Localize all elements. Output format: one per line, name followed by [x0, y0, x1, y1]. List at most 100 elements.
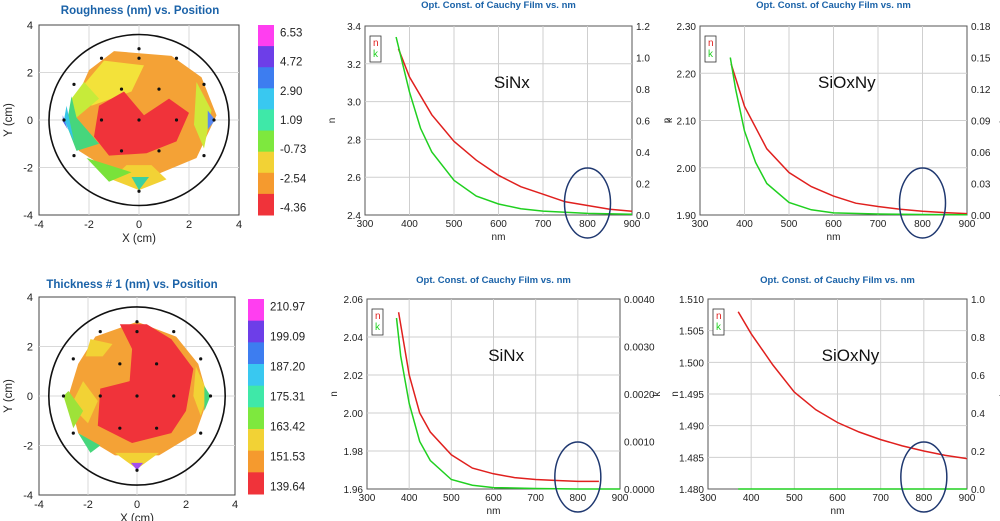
contour-zone: [114, 452, 160, 470]
x-tick-label: 600: [485, 493, 502, 504]
colorbar-label: -4.36: [280, 203, 306, 215]
x-tick-label: 500: [443, 493, 460, 504]
y2-tick-label: 0.00: [971, 211, 991, 222]
series-line-n: [737, 311, 968, 460]
series-line-k: [395, 317, 620, 490]
y-tick-label: 2.00: [344, 409, 364, 420]
measure-point: [137, 189, 141, 193]
y2-tick-label: 0.12: [971, 85, 991, 96]
x-tick-label: 400: [743, 493, 760, 504]
colorbar-swatch: [258, 67, 274, 89]
highlight-ellipse: [900, 441, 948, 513]
y2-tick-label: 0.0000: [624, 485, 655, 496]
legend-box: [704, 35, 717, 63]
measure-point: [135, 394, 139, 398]
colorbar-label: 163.42: [270, 422, 305, 434]
y2-tick-label: 0.15: [971, 54, 991, 65]
contour-zone: [66, 96, 99, 151]
legend-entry: k: [716, 322, 722, 333]
measure-point: [212, 118, 216, 122]
colorbar-swatch: [248, 407, 264, 430]
colorbar-swatch: [258, 46, 274, 68]
contour-zone: [85, 339, 113, 357]
x-tick-label: 900: [959, 219, 976, 230]
measure-point: [199, 357, 203, 361]
colorbar-swatch: [248, 299, 264, 322]
colorbar-label: -0.73: [280, 144, 306, 156]
legend-entry: k: [708, 49, 714, 60]
measure-point: [137, 47, 141, 51]
contour-zone: [71, 82, 99, 118]
chart-title: Opt. Const. of Cauchy Film vs. nm: [416, 275, 571, 286]
y-tick-label: 2.10: [677, 117, 697, 128]
colorbar-swatch: [258, 88, 274, 110]
chart-title: Opt. Const. of Cauchy Film vs. nm: [421, 0, 576, 11]
y-tick-label: 2.20: [677, 69, 697, 80]
y-tick-label: 0: [27, 391, 33, 403]
y2-tick-label: 0.0020: [624, 390, 655, 401]
series-line-n: [397, 48, 633, 212]
colorbar-swatch: [258, 193, 274, 216]
y-axis-label: n: [327, 118, 338, 124]
chart-title: Opt. Const. of Cauchy Film vs. nm: [756, 0, 911, 11]
x-axis-label: X (cm): [122, 233, 156, 245]
measure-point: [71, 357, 75, 361]
x-tick-label: 900: [959, 493, 976, 504]
y-tick-label: -4: [23, 490, 33, 502]
y2-tick-label: 0.0030: [624, 343, 655, 354]
y2-tick-label: 0.0: [636, 211, 650, 222]
y-tick-label: 2.04: [344, 333, 364, 344]
contour-zone: [97, 324, 194, 444]
y2-tick-label: 0.2: [636, 180, 650, 191]
highlight-ellipse: [554, 441, 602, 513]
y-tick-label: 1.98: [344, 447, 364, 458]
measure-point: [71, 431, 75, 435]
colorbar-label: -2.54: [280, 173, 307, 185]
contour-zone: [64, 105, 74, 142]
x-tick-label: 400: [401, 219, 418, 230]
y-tick-label: 2: [27, 68, 33, 80]
colorbar-swatch: [258, 151, 274, 174]
measure-point: [98, 394, 102, 398]
x-tick-label: 300: [692, 219, 709, 230]
series-line-n: [397, 312, 599, 483]
y-tick-label: 2: [27, 342, 33, 354]
y2-tick-label: 0.0040: [624, 295, 655, 306]
y-axis-label: n: [670, 391, 681, 397]
y2-tick-label: 0.0010: [624, 438, 655, 449]
contour-zone: [204, 386, 211, 411]
contour-zone: [94, 91, 189, 156]
y-tick-label: 2.4: [347, 211, 361, 222]
y2-tick-label: 0.0: [971, 485, 985, 496]
measure-point: [202, 82, 206, 86]
contour-zone: [63, 391, 84, 429]
y-tick-label: 1.510: [679, 295, 704, 306]
colorbar-label: 4.72: [280, 57, 302, 69]
colorbar-swatch: [258, 130, 274, 153]
y-axis-label: n: [329, 391, 340, 397]
colorbar-swatch: [258, 172, 274, 195]
measure-point: [155, 426, 159, 430]
y-tick-label: 1.96: [344, 485, 364, 496]
x-axis-label: nm: [487, 506, 501, 517]
measure-point: [172, 330, 176, 334]
y2-tick-label: 0.8: [636, 85, 650, 96]
x-tick-label: 4: [232, 499, 238, 511]
x-tick-label: 900: [612, 493, 629, 504]
film-annotation: SiOxNy: [818, 73, 876, 92]
contour-zone: [86, 158, 132, 182]
x-tick-label: 600: [825, 219, 842, 230]
y-tick-label: 3.4: [347, 22, 361, 33]
legend-box: [369, 35, 382, 63]
y-tick-label: 2.8: [347, 135, 361, 146]
x-tick-label: -2: [83, 499, 93, 511]
x-tick-label: 700: [527, 493, 544, 504]
measure-point: [135, 468, 139, 472]
legend-box: [712, 308, 725, 336]
x-tick-label: 300: [700, 493, 717, 504]
measure-point: [99, 118, 104, 122]
y-tick-label: 1.505: [679, 327, 704, 338]
x-tick-label: 4: [236, 219, 242, 231]
measure-point: [72, 154, 76, 158]
measure-point: [174, 118, 179, 122]
